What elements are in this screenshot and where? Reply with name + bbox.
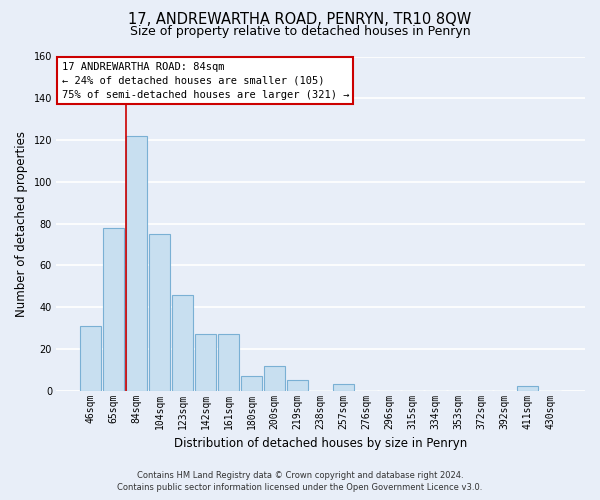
Bar [287, 380, 308, 390]
Text: 17, ANDREWARTHA ROAD, PENRYN, TR10 8QW: 17, ANDREWARTHA ROAD, PENRYN, TR10 8QW [128, 12, 472, 28]
Bar [517, 386, 538, 390]
Bar [218, 334, 239, 390]
Bar [333, 384, 354, 390]
Bar [172, 294, 193, 390]
Y-axis label: Number of detached properties: Number of detached properties [15, 130, 28, 316]
Text: Size of property relative to detached houses in Penryn: Size of property relative to detached ho… [130, 25, 470, 38]
Bar [126, 136, 147, 390]
Bar [103, 228, 124, 390]
X-axis label: Distribution of detached houses by size in Penryn: Distribution of detached houses by size … [174, 437, 467, 450]
Bar [149, 234, 170, 390]
Bar [80, 326, 101, 390]
Bar [241, 376, 262, 390]
Text: 17 ANDREWARTHA ROAD: 84sqm
← 24% of detached houses are smaller (105)
75% of sem: 17 ANDREWARTHA ROAD: 84sqm ← 24% of deta… [62, 62, 349, 100]
Bar [195, 334, 216, 390]
Bar [264, 366, 285, 390]
Text: Contains HM Land Registry data © Crown copyright and database right 2024.
Contai: Contains HM Land Registry data © Crown c… [118, 471, 482, 492]
